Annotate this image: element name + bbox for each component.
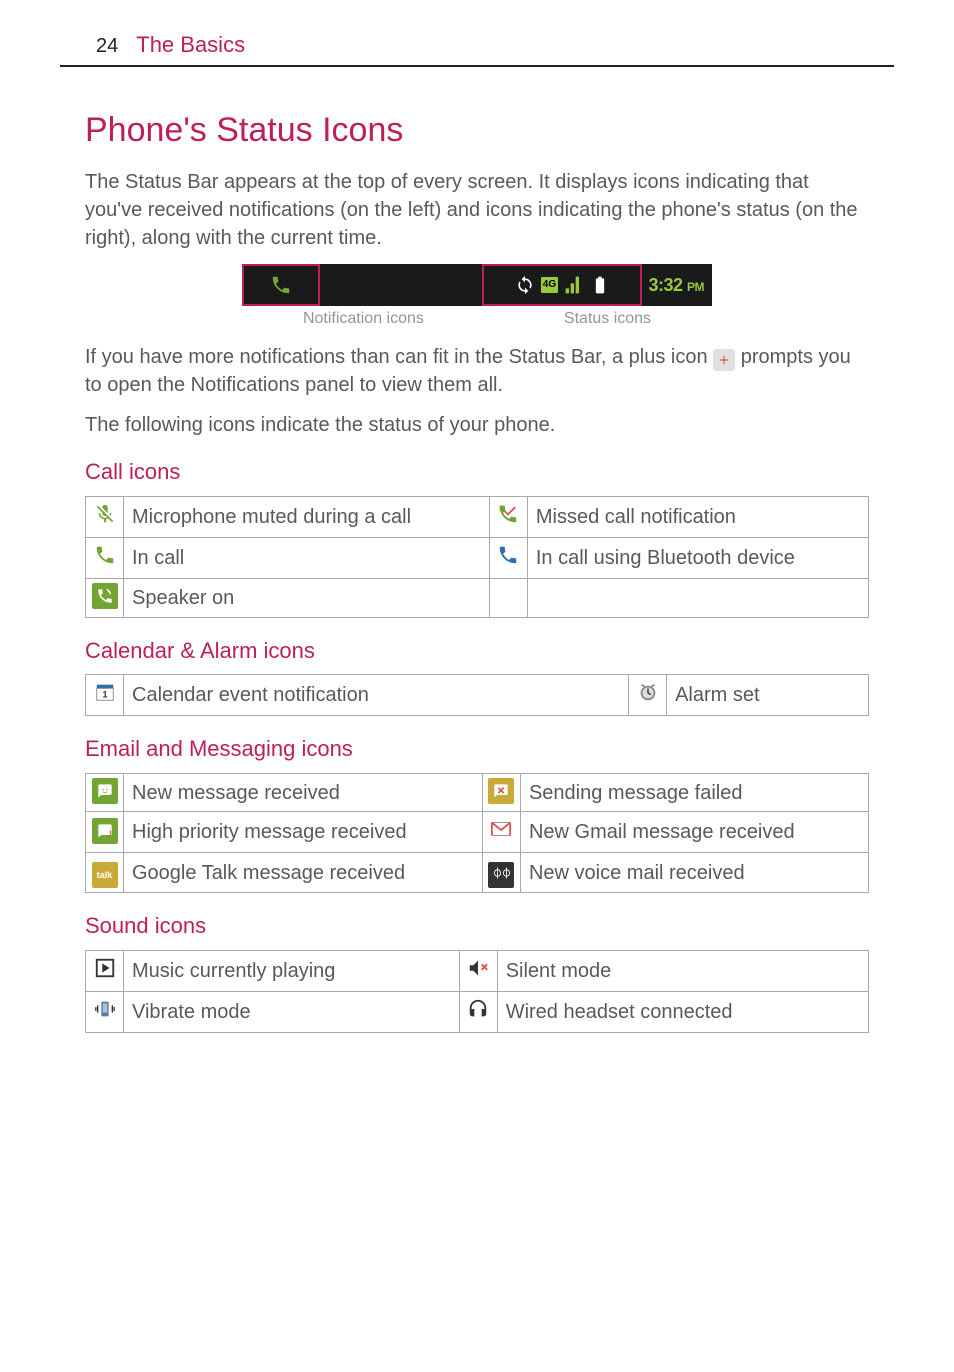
google-talk-icon: talk xyxy=(92,862,118,888)
svg-text:!: ! xyxy=(109,829,112,838)
page-header: 24 The Basics xyxy=(60,0,894,67)
silent-mode-icon xyxy=(465,955,491,981)
cell-label: High priority message received xyxy=(124,812,483,853)
cell-label: Alarm set xyxy=(667,675,869,716)
battery-icon xyxy=(590,275,610,295)
calendar-alarm-table: 1 Calendar event notification Alarm set xyxy=(85,674,869,716)
following-paragraph: The following icons indicate the status … xyxy=(85,411,869,439)
voicemail-icon: ⏀⏀ xyxy=(488,862,514,888)
new-message-icon xyxy=(92,778,118,804)
table-row: 1 Calendar event notification Alarm set xyxy=(86,675,869,716)
email-messaging-heading: Email and Messaging icons xyxy=(85,734,869,765)
cell-label: Missed call notification xyxy=(527,496,868,537)
table-row: New message received Sending message fai… xyxy=(86,774,869,812)
cell-label: In call xyxy=(124,537,490,578)
intro-paragraph: The Status Bar appears at the top of eve… xyxy=(85,168,869,252)
section-title: The Basics xyxy=(136,30,245,61)
notification-area xyxy=(242,264,320,306)
statusbar: 4G 3:32 PM xyxy=(242,264,712,306)
music-playing-icon xyxy=(92,955,118,981)
calendar-alarm-heading: Calendar & Alarm icons xyxy=(85,636,869,667)
missed-call-icon xyxy=(495,501,521,527)
cell-label: Google Talk message received xyxy=(124,853,483,893)
table-row: Music currently playing Silent mode xyxy=(86,950,869,991)
vibrate-mode-icon xyxy=(92,996,118,1022)
phone-icon xyxy=(270,274,292,296)
speaker-on-icon xyxy=(92,583,118,609)
cell-label: Music currently playing xyxy=(124,950,460,991)
notification-caption: Notification icons xyxy=(303,308,424,330)
statusbar-captions: Notification icons Status icons xyxy=(85,308,869,330)
table-row: ! High priority message received New Gma… xyxy=(86,812,869,853)
cell-label: New message received xyxy=(124,774,483,812)
cell-label: Sending message failed xyxy=(520,774,868,812)
wired-headset-icon xyxy=(465,996,491,1022)
cell-label: Microphone muted during a call xyxy=(124,496,490,537)
table-row: Microphone muted during a call Missed ca… xyxy=(86,496,869,537)
mic-muted-icon xyxy=(92,501,118,527)
cell-label: Vibrate mode xyxy=(124,991,460,1032)
sound-icons-table: Music currently playing Silent mode Vibr… xyxy=(85,950,869,1033)
signal-icon xyxy=(564,275,584,295)
sound-icons-heading: Sound icons xyxy=(85,911,869,942)
page-title: Phone's Status Icons xyxy=(85,107,869,155)
network-4g-icon: 4G xyxy=(541,277,558,293)
svg-text:1: 1 xyxy=(102,690,107,700)
in-call-icon xyxy=(92,542,118,568)
email-messaging-table: New message received Sending message fai… xyxy=(85,773,869,893)
status-caption: Status icons xyxy=(564,308,651,330)
call-icons-table: Microphone muted during a call Missed ca… xyxy=(85,496,869,618)
cell-label: Speaker on xyxy=(124,578,490,617)
cell-label: In call using Bluetooth device xyxy=(527,537,868,578)
call-icons-heading: Call icons xyxy=(85,457,869,488)
cell-label: Wired headset connected xyxy=(497,991,868,1032)
cell-label: New Gmail message received xyxy=(520,812,868,853)
table-row: In call In call using Bluetooth device xyxy=(86,537,869,578)
plus-icon xyxy=(713,349,735,371)
plus-icon-paragraph: If you have more notifications than can … xyxy=(85,343,869,399)
page-number: 24 xyxy=(96,32,118,60)
table-row: Speaker on xyxy=(86,578,869,617)
statusbar-figure: 4G 3:32 PM xyxy=(85,264,869,306)
gmail-icon xyxy=(488,816,514,842)
status-area: 4G xyxy=(482,264,642,306)
bluetooth-call-icon xyxy=(495,542,521,568)
cell-label: Calendar event notification xyxy=(124,675,629,716)
high-priority-message-icon: ! xyxy=(92,818,118,844)
clock: 3:32 PM xyxy=(648,273,704,298)
table-row: Vibrate mode Wired headset connected xyxy=(86,991,869,1032)
message-failed-icon xyxy=(488,778,514,804)
cell-label: Silent mode xyxy=(497,950,868,991)
table-row: talk Google Talk message received ⏀⏀ New… xyxy=(86,853,869,893)
alarm-set-icon xyxy=(635,679,661,705)
cell-label: New voice mail received xyxy=(520,853,868,893)
sync-icon xyxy=(515,275,535,295)
content: Phone's Status Icons The Status Bar appe… xyxy=(0,107,954,1033)
calendar-event-icon: 1 xyxy=(92,679,118,705)
